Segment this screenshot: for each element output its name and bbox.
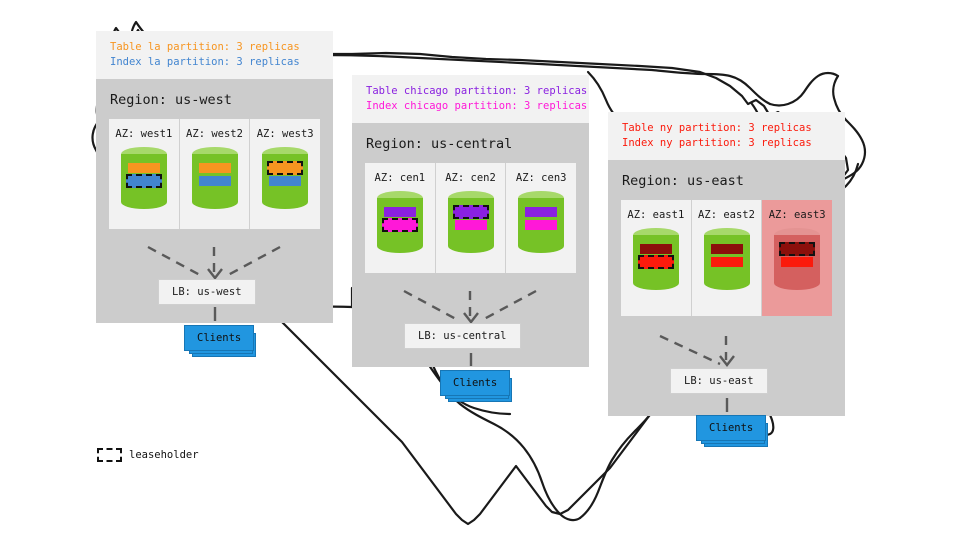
table-replica-band <box>127 163 160 173</box>
index-replica-band-leaseholder <box>381 218 418 232</box>
region-panel-us-central: Table chicago partition: 3 replicas Inde… <box>352 75 589 402</box>
az-label-cen3: AZ: cen3 <box>515 172 567 184</box>
az-cell-cen3[interactable]: AZ: cen3 <box>506 163 577 273</box>
db-cylinder-cen3[interactable] <box>518 191 565 253</box>
index-replica-band <box>525 220 558 230</box>
db-cylinder-east2[interactable] <box>703 228 750 290</box>
partition-legend-us-west: Table la partition: 3 replicas Index la … <box>96 31 333 79</box>
table-replica-band <box>383 207 416 217</box>
load-balancer-us-central[interactable]: LB: us-central <box>404 323 521 349</box>
az-label-east3: AZ: east3 <box>768 209 826 221</box>
cylinder-bottom <box>447 239 494 253</box>
az-row-us-central: AZ: cen1 AZ: cen2 <box>365 163 577 273</box>
legend-index-line: Index chicago partition: 3 replicas <box>366 100 588 112</box>
db-cylinder-cen2[interactable] <box>447 191 494 253</box>
region-title-us-west: Region: us-west <box>110 92 232 108</box>
table-replica-band <box>198 163 231 173</box>
region-title-us-east: Region: us-east <box>622 173 744 189</box>
az-label-west1: AZ: west1 <box>115 128 173 140</box>
az-cell-east2[interactable]: AZ: east2 <box>691 200 763 316</box>
cylinder-bottom <box>120 195 167 209</box>
az-cell-cen1[interactable]: AZ: cen1 <box>365 163 436 273</box>
dashed-rectangle-icon <box>97 448 122 462</box>
index-replica-band-leaseholder <box>125 174 162 188</box>
cylinder-bottom <box>703 276 750 290</box>
clients-label-us-east[interactable]: Clients <box>696 415 767 441</box>
db-cylinder-west2[interactable] <box>191 147 238 209</box>
index-replica-band <box>198 176 231 186</box>
clients-label-us-west[interactable]: Clients <box>184 325 255 351</box>
az-label-east2: AZ: east2 <box>698 209 755 221</box>
index-replica-band <box>710 257 743 267</box>
az-label-cen1: AZ: cen1 <box>374 172 426 184</box>
region-body-us-west: Region: us-west AZ: west1 AZ: west2 <box>96 79 333 357</box>
cylinder-bottom <box>518 239 565 253</box>
table-replica-band <box>710 244 743 254</box>
legend-index-line: Index ny partition: 3 replicas <box>622 137 812 149</box>
az-label-west2: AZ: west2 <box>186 128 243 140</box>
az-row-us-west: AZ: west1 AZ: west2 <box>109 119 321 229</box>
partition-legend-us-east: Table ny partition: 3 replicas Index ny … <box>608 112 845 160</box>
db-cylinder-east3[interactable] <box>774 228 821 290</box>
cylinder-bottom <box>191 195 238 209</box>
cylinder-bottom <box>262 195 309 209</box>
az-cell-west3[interactable]: AZ: west3 <box>250 119 321 229</box>
load-balancer-us-east[interactable]: LB: us-east <box>670 368 768 394</box>
db-cylinder-east1[interactable] <box>632 228 679 290</box>
region-body-us-east: Region: us-east AZ: east1 AZ: east2 <box>608 160 845 447</box>
index-replica-band <box>454 220 487 230</box>
az-cell-east1[interactable]: AZ: east1 <box>621 200 692 316</box>
table-replica-band <box>639 244 672 254</box>
legend-table-line: Table chicago partition: 3 replicas <box>366 85 588 97</box>
region-panel-us-west: Table la partition: 3 replicas Index la … <box>96 31 333 357</box>
clients-stack-us-central[interactable]: Clients <box>440 370 512 402</box>
az-cell-cen2[interactable]: AZ: cen2 <box>435 163 507 273</box>
index-replica-band <box>269 176 302 186</box>
table-replica-band <box>525 207 558 217</box>
az-label-west3: AZ: west3 <box>256 128 314 140</box>
legend-table-line: Table ny partition: 3 replicas <box>622 122 812 134</box>
clients-stack-us-west[interactable]: Clients <box>184 325 256 357</box>
index-replica-band-leaseholder <box>637 255 674 269</box>
cylinder-bottom <box>774 276 821 290</box>
leaseholder-legend-label: leaseholder <box>129 449 199 461</box>
table-replica-band-leaseholder <box>779 242 816 256</box>
legend-index-line: Index la partition: 3 replicas <box>110 56 300 68</box>
clients-label-us-central[interactable]: Clients <box>440 370 511 396</box>
region-panel-us-east: Table ny partition: 3 replicas Index ny … <box>608 112 845 447</box>
az-cell-east3-failed[interactable]: AZ: east3 <box>762 200 833 316</box>
az-label-cen2: AZ: cen2 <box>445 172 496 184</box>
table-replica-band-leaseholder <box>452 205 489 219</box>
clients-stack-us-east[interactable]: Clients <box>696 415 768 447</box>
region-body-us-central: Region: us-central AZ: cen1 AZ: cen2 <box>352 123 589 402</box>
region-title-us-central: Region: us-central <box>366 136 513 152</box>
db-cylinder-cen1[interactable] <box>376 191 423 253</box>
cylinder-bottom <box>376 239 423 253</box>
az-label-east1: AZ: east1 <box>627 209 685 221</box>
table-replica-band-leaseholder <box>267 161 304 175</box>
az-cell-west2[interactable]: AZ: west2 <box>179 119 251 229</box>
partition-legend-us-central: Table chicago partition: 3 replicas Inde… <box>352 75 589 123</box>
cylinder-bottom <box>632 276 679 290</box>
db-cylinder-west1[interactable] <box>120 147 167 209</box>
leaseholder-legend: leaseholder <box>97 448 199 462</box>
index-replica-band <box>781 257 814 267</box>
db-cylinder-west3[interactable] <box>262 147 309 209</box>
legend-table-line: Table la partition: 3 replicas <box>110 41 300 53</box>
load-balancer-us-west[interactable]: LB: us-west <box>158 279 256 305</box>
az-row-us-east: AZ: east1 AZ: east2 <box>621 200 833 316</box>
az-cell-west1[interactable]: AZ: west1 <box>109 119 180 229</box>
